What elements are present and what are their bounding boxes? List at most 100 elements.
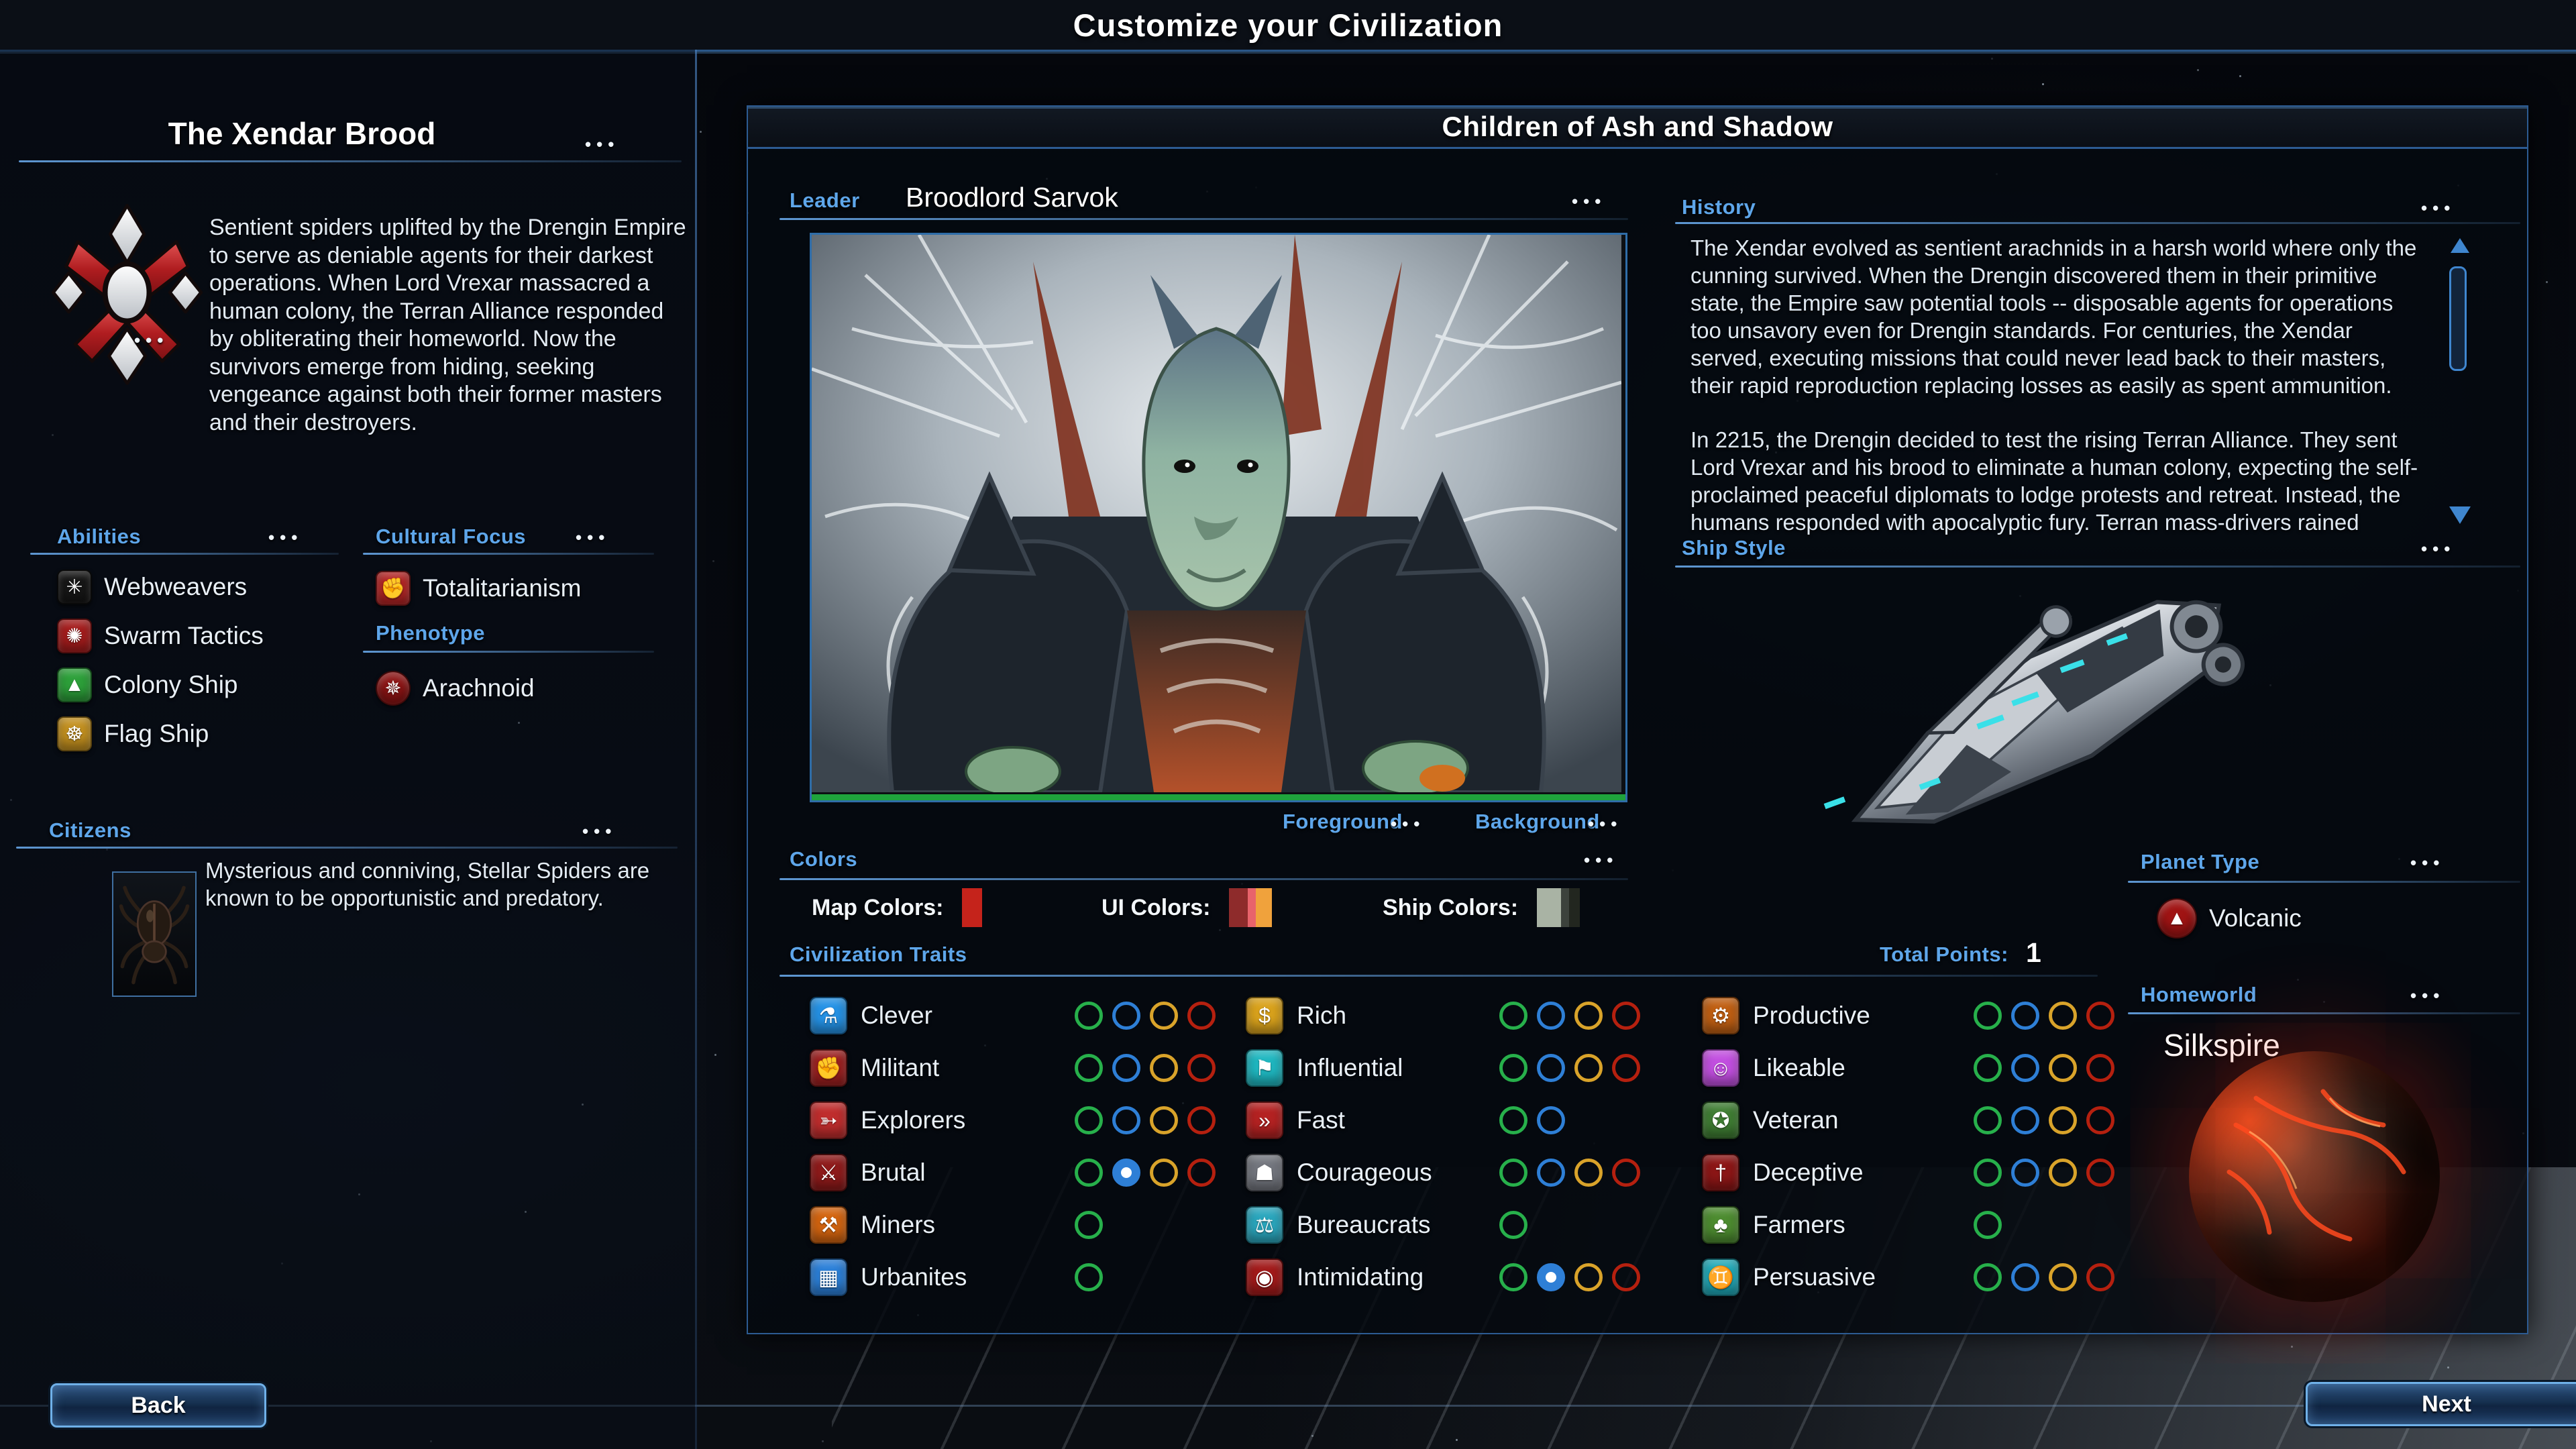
trait-pip-green[interactable]	[1075, 1002, 1103, 1030]
homeworld-menu-icon[interactable]: •••	[2410, 987, 2445, 1004]
ability-item-swarm-tactics[interactable]: ✺ Swarm Tactics	[57, 619, 264, 653]
trait-pip-blue[interactable]	[1537, 1263, 1565, 1291]
trait-pip-blue[interactable]	[1537, 1159, 1565, 1187]
next-button[interactable]: Next	[2306, 1382, 2576, 1426]
trait-pip-yellow[interactable]	[1574, 1263, 1603, 1291]
trait-pip-red[interactable]	[1187, 1159, 1216, 1187]
ability-item-flag-ship[interactable]: ☸ Flag Ship	[57, 716, 209, 751]
trait-pip-blue[interactable]	[1112, 1002, 1140, 1030]
trait-pip-yellow[interactable]	[2049, 1002, 2077, 1030]
color-swatch[interactable]	[962, 888, 982, 927]
planet-type-menu-icon[interactable]: •••	[2410, 854, 2445, 871]
trait-pip-green[interactable]	[1974, 1211, 2002, 1239]
leader-name[interactable]: Broodlord Sarvok	[906, 182, 1118, 213]
trait-pip-red[interactable]	[2086, 1106, 2114, 1134]
leader-menu-icon[interactable]: •••	[1572, 193, 1606, 210]
trait-pip-red[interactable]	[2086, 1159, 2114, 1187]
trait-pip-green[interactable]	[1974, 1002, 2002, 1030]
trait-pip-blue[interactable]	[2011, 1263, 2039, 1291]
trait-pip-blue[interactable]	[1112, 1106, 1140, 1134]
trait-pip-blue[interactable]	[2011, 1159, 2039, 1187]
trait-pip-blue[interactable]	[2011, 1106, 2039, 1134]
trait-pip-yellow[interactable]	[1150, 1002, 1178, 1030]
trait-pip-green[interactable]	[1499, 1106, 1527, 1134]
trait-pip-green[interactable]	[1075, 1211, 1103, 1239]
colors-menu-icon[interactable]: •••	[1584, 851, 1618, 869]
trait-pip-green[interactable]	[1075, 1263, 1103, 1291]
color-swatches[interactable]	[1229, 888, 1272, 927]
trait-pip-blue[interactable]	[2011, 1002, 2039, 1030]
trait-pip-yellow[interactable]	[2049, 1159, 2077, 1187]
trait-pip-yellow[interactable]	[1150, 1054, 1178, 1082]
foreground-link[interactable]: Foreground	[1283, 810, 1403, 834]
trait-pip-red[interactable]	[2086, 1002, 2114, 1030]
trait-pips	[1075, 1002, 1216, 1030]
trait-pip-green[interactable]	[1499, 1263, 1527, 1291]
trait-pip-yellow[interactable]	[2049, 1054, 2077, 1082]
color-swatch[interactable]	[1229, 888, 1248, 927]
trait-pip-green[interactable]	[1499, 1211, 1527, 1239]
planet-type-item[interactable]: ▲ Volcanic	[2157, 898, 2302, 938]
trait-pip-green[interactable]	[1499, 1054, 1527, 1082]
color-swatch[interactable]	[1256, 888, 1272, 927]
trait-pip-yellow[interactable]	[1574, 1159, 1603, 1187]
trait-pip-green[interactable]	[1974, 1159, 2002, 1187]
trait-pip-green[interactable]	[1075, 1159, 1103, 1187]
trait-pip-blue[interactable]	[1112, 1159, 1140, 1187]
trait-pip-blue[interactable]	[1112, 1054, 1140, 1082]
logo-menu-icon[interactable]: •••	[134, 331, 168, 349]
foreground-menu-icon[interactable]: •••	[1391, 815, 1425, 833]
trait-pip-yellow[interactable]	[1150, 1159, 1178, 1187]
trait-pip-red[interactable]	[1187, 1054, 1216, 1082]
trait-pip-red[interactable]	[1612, 1159, 1640, 1187]
color-swatch[interactable]	[1561, 888, 1569, 927]
trait-pip-red[interactable]	[1612, 1002, 1640, 1030]
trait-pip-green[interactable]	[1499, 1159, 1527, 1187]
color-swatches[interactable]	[1537, 888, 1580, 927]
trait-pip-green[interactable]	[1974, 1054, 2002, 1082]
ability-item-colony-ship[interactable]: ▲ Colony Ship	[57, 667, 238, 702]
trait-pip-red[interactable]	[2086, 1263, 2114, 1291]
cultural-focus-menu-icon[interactable]: •••	[576, 529, 610, 546]
trait-pip-green[interactable]	[1974, 1106, 2002, 1134]
trait-pip-blue[interactable]	[1537, 1054, 1565, 1082]
trait-pip-red[interactable]	[2086, 1054, 2114, 1082]
history-menu-icon[interactable]: •••	[2421, 199, 2455, 217]
trait-pip-red[interactable]	[1187, 1106, 1216, 1134]
trait-pip-red[interactable]	[1612, 1054, 1640, 1082]
trait-pip-yellow[interactable]	[1574, 1002, 1603, 1030]
background-link[interactable]: Background	[1475, 810, 1600, 834]
color-swatch[interactable]	[1569, 888, 1580, 927]
trait-pip-yellow[interactable]	[1150, 1106, 1178, 1134]
trait-pip-green[interactable]	[1075, 1054, 1103, 1082]
trait-pip-yellow[interactable]	[2049, 1106, 2077, 1134]
smiley-icon: ☺	[1702, 1049, 1739, 1087]
color-swatches[interactable]	[962, 888, 982, 927]
ship-style-image[interactable]	[1794, 576, 2304, 845]
back-button[interactable]: Back	[50, 1383, 266, 1428]
leader-portrait[interactable]	[810, 233, 1627, 802]
trait-pip-green[interactable]	[1075, 1106, 1103, 1134]
ability-item-webweavers[interactable]: ✳ Webweavers	[57, 570, 247, 604]
trait-pip-red[interactable]	[1187, 1002, 1216, 1030]
citizens-menu-icon[interactable]: •••	[582, 822, 616, 840]
color-swatch[interactable]	[1248, 888, 1256, 927]
background-menu-icon[interactable]: •••	[1588, 815, 1622, 833]
ship-style-menu-icon[interactable]: •••	[2421, 540, 2455, 557]
trait-pip-red[interactable]	[1612, 1263, 1640, 1291]
scroll-down-icon[interactable]	[2449, 506, 2471, 524]
abilities-menu-icon[interactable]: •••	[268, 529, 303, 546]
trait-pip-yellow[interactable]	[2049, 1263, 2077, 1291]
trait-pip-blue[interactable]	[1537, 1002, 1565, 1030]
scrollbar-thumb[interactable]	[2449, 266, 2467, 371]
trait-pip-green[interactable]	[1499, 1002, 1527, 1030]
trait-pip-green[interactable]	[1974, 1263, 2002, 1291]
trait-pip-yellow[interactable]	[1574, 1054, 1603, 1082]
color-swatch[interactable]	[1537, 888, 1561, 927]
phenotype-item[interactable]: ✵ Arachnoid	[376, 671, 535, 706]
trait-pip-blue[interactable]	[1537, 1106, 1565, 1134]
cultural-focus-item[interactable]: ✊ Totalitarianism	[376, 571, 581, 606]
trait-pip-blue[interactable]	[2011, 1054, 2039, 1082]
civilization-name-menu-icon[interactable]: •••	[585, 136, 619, 153]
scroll-up-icon[interactable]	[2451, 238, 2469, 253]
